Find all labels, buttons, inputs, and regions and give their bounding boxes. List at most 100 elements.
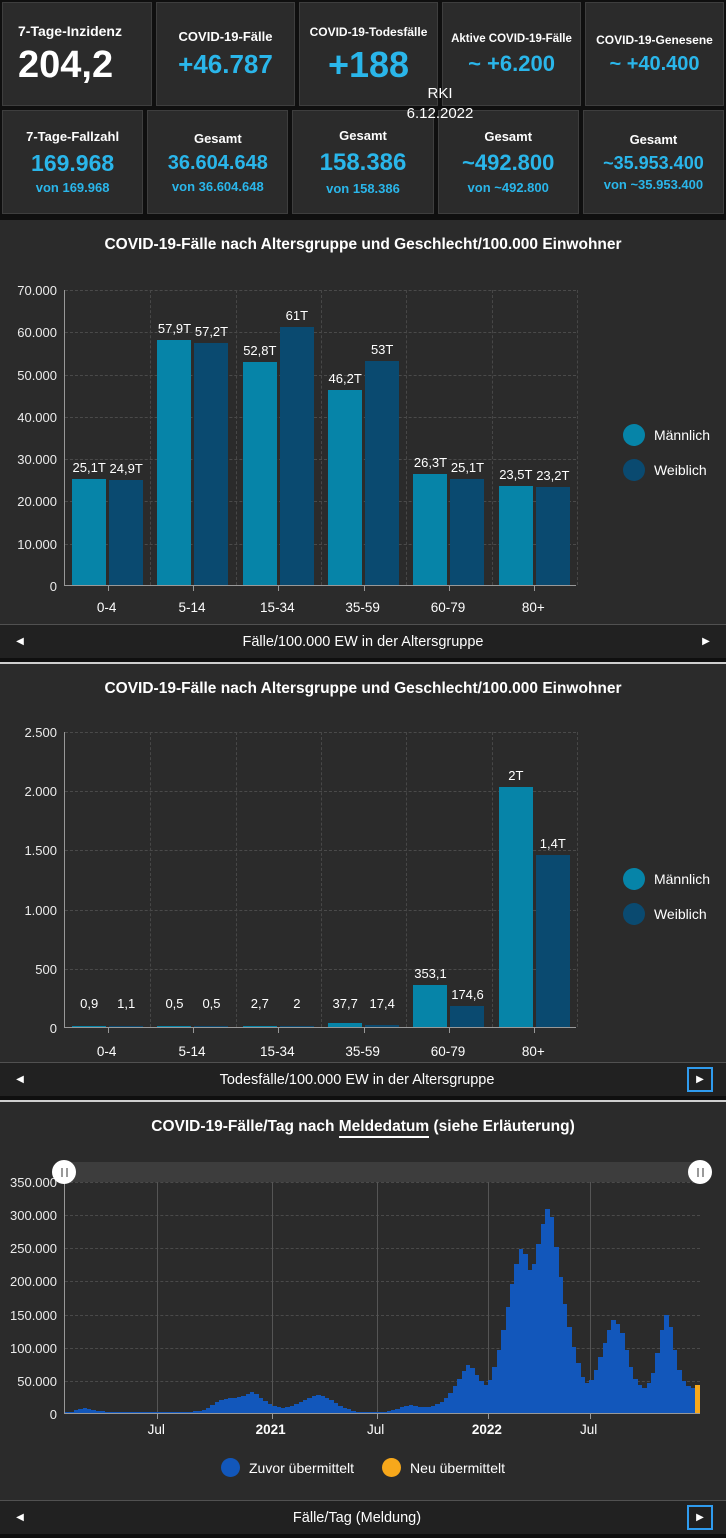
bar-previously-submitted <box>545 1209 550 1413</box>
bar-previously-submitted <box>267 1404 273 1413</box>
source-label: RKI <box>427 85 453 102</box>
x-axis-tick <box>193 585 194 591</box>
y-axis-label: 350.000 <box>10 1175 57 1190</box>
caption-bar: ◀ Todesfälle/100.000 EW in der Altersgru… <box>0 1062 726 1096</box>
gridline-vertical <box>577 732 578 1027</box>
bar-previously-submitted <box>316 1395 321 1413</box>
bar-previously-submitted <box>377 1412 383 1413</box>
stat-tile: Gesamt ~35.953.400 von ~35.953.400 <box>582 110 725 214</box>
y-axis-label: 50.000 <box>17 368 57 383</box>
bar-wrap: 2T <box>498 732 533 1027</box>
x-axis-tick <box>377 1413 378 1419</box>
stat-tile-value: 204,2 <box>18 43 114 86</box>
gridline-vertical <box>235 732 237 1027</box>
bar-previously-submitted <box>109 1412 114 1413</box>
bar-previously-submitted <box>223 1399 229 1413</box>
legend-label: Zuvor übermittelt <box>249 1459 355 1476</box>
bar-wrap: 17,4 <box>365 732 400 1027</box>
x-axis-labels: Jul 2021 Jul 2022 Jul <box>64 1422 700 1440</box>
bar-previously-submitted <box>474 1375 480 1413</box>
bar-wrap: 174,6 <box>450 732 485 1027</box>
scroll-right-button[interactable]: ▶ <box>702 636 710 647</box>
bar-value-label: 37,7 <box>332 996 358 1011</box>
gridline-horizontal <box>65 459 576 460</box>
scroll-left-button[interactable]: ◀ <box>16 1512 24 1523</box>
bar-previously-submitted <box>369 1412 374 1413</box>
scroll-left-button[interactable]: ◀ <box>16 636 24 647</box>
bar-male <box>498 486 533 585</box>
scroll-right-button[interactable]: ▶ <box>696 1512 704 1523</box>
bar-female <box>109 1026 144 1027</box>
bar-previously-submitted <box>690 1388 696 1413</box>
bar-value-label: 52,8T <box>243 343 277 358</box>
bar-group: 2T 1,4T <box>492 732 577 1027</box>
bar-group: 0,5 0,5 <box>150 732 235 1027</box>
bar-previously-submitted <box>285 1407 290 1413</box>
slider-handle-left[interactable] <box>52 1160 76 1184</box>
bar-previously-submitted <box>496 1350 502 1413</box>
bar-group: 52,8T 61T <box>236 290 321 585</box>
gridline-vertical <box>488 1182 489 1413</box>
stat-tile-label: Gesamt <box>339 128 387 144</box>
bar-wrap: 24,9T <box>109 290 144 585</box>
bar-previously-submitted <box>620 1333 625 1413</box>
x-axis-tick <box>193 1027 194 1033</box>
y-axis-label: 1.000 <box>24 903 57 918</box>
stat-tile: Gesamt 158.386 von 158.386 <box>292 110 434 214</box>
bar-previously-submitted <box>148 1412 154 1413</box>
bar-previously-submitted <box>637 1385 643 1413</box>
bar-previously-submitted <box>307 1398 312 1413</box>
bar-previously-submitted <box>430 1406 436 1413</box>
bar-previously-submitted <box>87 1409 92 1413</box>
gridline-vertical <box>406 732 408 1027</box>
bar-male <box>413 985 448 1027</box>
x-axis-tick <box>272 1413 273 1419</box>
y-axis-label: 0 <box>49 1407 57 1422</box>
bar-female <box>279 1026 314 1027</box>
bar-value-label: 57,2T <box>194 324 229 339</box>
stat-tile-value: 169.968 <box>31 149 115 176</box>
caption-bar: ◀ Fälle/100.000 EW in der Altersgruppe ▶ <box>0 624 726 658</box>
stat-tile-value: ~ +40.400 <box>609 53 700 75</box>
bar-previously-submitted <box>311 1396 317 1413</box>
stats-row-daily: 7-Tage-Inzidenz 204,2 COVID-19-Fälle +46.78… <box>2 2 724 106</box>
bar-previously-submitted <box>439 1402 444 1413</box>
bar-male <box>328 1023 363 1027</box>
gridline-vertical <box>406 290 408 585</box>
bar-previously-submitted <box>488 1380 493 1413</box>
bar-previously-submitted <box>250 1392 255 1413</box>
bar-previously-submitted <box>624 1350 629 1413</box>
meldedatum-link[interactable]: Meldedatum <box>338 1118 430 1138</box>
bar-previously-submitted <box>479 1381 484 1413</box>
y-axis-label: 40.000 <box>17 410 57 425</box>
bar-previously-submitted <box>501 1330 506 1413</box>
chart-title: COVID-19-Fälle nach Altersgruppe und Ges… <box>104 680 622 697</box>
stat-tile: Gesamt 36.604.648 von 36.604.648 <box>147 110 289 214</box>
y-axis-label: 20.000 <box>17 494 57 509</box>
legend-label: Weiblich <box>653 906 707 922</box>
x-axis-label: Jul <box>147 1422 165 1437</box>
bar-value-label: 24,9T <box>109 461 143 476</box>
bar-value-label: 1,1 <box>117 996 136 1011</box>
date-range-slider[interactable] <box>52 1160 712 1184</box>
bar-previously-submitted <box>241 1396 246 1413</box>
bar-previously-submitted <box>126 1412 132 1413</box>
x-axis-label: 60-79 <box>430 1044 466 1059</box>
stats-panel: 7-Tage-Inzidenz 204,2 COVID-19-Fälle +46.78… <box>0 0 726 216</box>
bar-value-label: 2T <box>508 768 524 783</box>
bar-female <box>450 1006 485 1027</box>
bar-wrap: 25,1T <box>450 290 485 585</box>
bar-previously-submitted <box>355 1412 361 1413</box>
bar-previously-submitted <box>324 1398 330 1413</box>
cases-per-day-plot: 350.000 300.000 250.000 200.000 150.000 100.0… <box>10 1175 700 1422</box>
scroll-left-button[interactable]: ◀ <box>16 1074 24 1085</box>
y-axis-label: 50.000 <box>17 1374 57 1389</box>
y-axis-label: 100.000 <box>10 1341 57 1356</box>
slider-handle-right[interactable] <box>688 1160 712 1184</box>
scroll-right-button[interactable]: ▶ <box>696 1074 704 1085</box>
legend-label: Männlich <box>653 871 710 887</box>
bar-previously-submitted <box>342 1408 347 1413</box>
legend-item: Männlich <box>622 424 710 446</box>
bar-female <box>535 855 570 1027</box>
bar-wrap: 2,7 <box>242 732 277 1027</box>
